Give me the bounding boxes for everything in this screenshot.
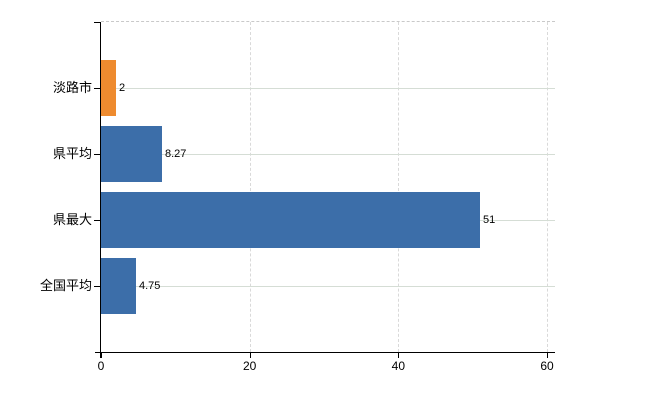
x-axis-tick: [547, 352, 548, 358]
bar-value-label: 4.75: [139, 280, 161, 292]
x-gridline: [249, 22, 251, 352]
x-tick-label: 20: [242, 359, 257, 373]
bar: [101, 126, 162, 182]
x-tick-label: 40: [391, 359, 405, 373]
category-label: 全国平均: [39, 278, 92, 293]
bar-value-label: 51: [483, 214, 496, 226]
y-axis-top-tick: [94, 22, 101, 23]
x-axis-tick: [398, 352, 400, 358]
category-gridline: [101, 286, 555, 287]
category-gridline: [101, 88, 555, 89]
category-label: 県最大: [52, 212, 92, 227]
bar-value-label: 2: [119, 82, 126, 94]
category-label: 県平均: [52, 146, 92, 161]
bar: [101, 258, 136, 314]
y-axis-tick: [94, 154, 101, 155]
x-axis-line: [95, 352, 555, 353]
category-gridline: [101, 154, 555, 155]
bar: [101, 60, 116, 116]
x-tick-label: 60: [540, 359, 554, 373]
y-axis-tick: [94, 220, 101, 221]
plot-top-border: [101, 21, 555, 22]
plot-area: [101, 22, 555, 352]
y-axis-tick: [94, 88, 101, 89]
x-tick-label: 0: [97, 359, 105, 373]
x-gridline: [547, 22, 548, 352]
bar-value-label: 8.27: [165, 148, 187, 160]
x-axis-tick: [101, 352, 102, 358]
y-axis-tick: [94, 286, 101, 287]
y-axis-line: [100, 22, 101, 358]
category-label: 淡路市: [52, 80, 92, 95]
bar: [101, 192, 480, 248]
x-axis-tick: [249, 352, 251, 358]
x-gridline: [398, 22, 400, 352]
